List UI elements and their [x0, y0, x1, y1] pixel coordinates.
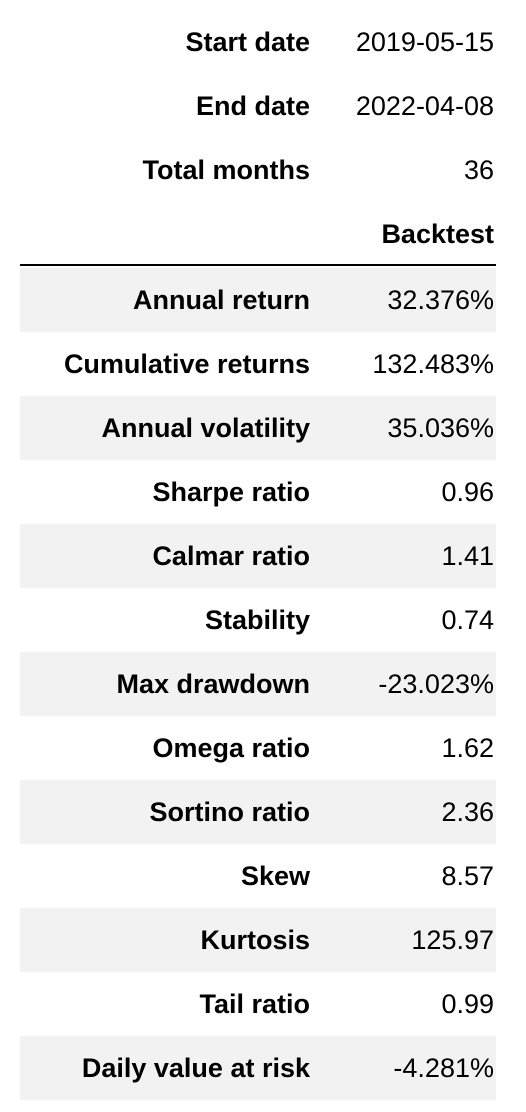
row-label: Skew [240, 860, 310, 891]
row-label: Daily value at risk [81, 1052, 310, 1083]
meta-row-end-date: End date 2022-04-08 [20, 74, 496, 138]
row-value: 8.57 [441, 860, 494, 891]
meta-value: 36 [463, 154, 494, 185]
row-value: 35.036% [387, 412, 494, 443]
row-value: 32.376% [387, 284, 494, 315]
table-row: Annual return 32.376% [20, 268, 496, 332]
table-row: Calmar ratio 1.41 [20, 524, 496, 588]
row-value: 0.99 [441, 988, 494, 1019]
row-label: Tail ratio [199, 988, 310, 1019]
table-header: Backtest [20, 204, 496, 266]
metrics-table: Annual return 32.376% Cumulative returns… [20, 268, 496, 1100]
row-value: 2.36 [441, 796, 494, 827]
meta-value: 2022-04-08 [355, 90, 494, 121]
meta-row-start-date: Start date 2019-05-15 [20, 10, 496, 74]
column-header-backtest: Backtest [381, 218, 494, 249]
table-row: Skew 8.57 [20, 844, 496, 908]
table-row: Omega ratio 1.62 [20, 716, 496, 780]
row-value: 0.96 [441, 476, 494, 507]
table-row: Tail ratio 0.99 [20, 972, 496, 1036]
row-label: Stability [204, 604, 310, 635]
table-row: Sortino ratio 2.36 [20, 780, 496, 844]
row-label: Cumulative returns [63, 348, 310, 379]
table-row: Daily value at risk -4.281% [20, 1036, 496, 1100]
row-value: 125.97 [411, 924, 494, 955]
row-label: Omega ratio [152, 732, 310, 763]
row-label: Annual volatility [101, 412, 310, 443]
table-row: Stability 0.74 [20, 588, 496, 652]
table-row: Kurtosis 125.97 [20, 908, 496, 972]
table-row: Max drawdown -23.023% [20, 652, 496, 716]
table-row: Annual volatility 35.036% [20, 396, 496, 460]
row-value: 132.483% [372, 348, 494, 379]
row-value: 1.41 [441, 540, 494, 571]
meta-value: 2019-05-15 [355, 26, 494, 57]
meta-row-total-months: Total months 36 [20, 138, 496, 202]
row-label: Sharpe ratio [152, 476, 310, 507]
row-value: 0.74 [441, 604, 494, 635]
row-label: Kurtosis [200, 924, 310, 955]
meta-label: Start date [185, 26, 310, 57]
table-row: Sharpe ratio 0.96 [20, 460, 496, 524]
row-value: 1.62 [441, 732, 494, 763]
row-label: Max drawdown [116, 668, 310, 699]
meta-label: Total months [142, 154, 310, 185]
row-label: Calmar ratio [152, 540, 310, 571]
row-label: Sortino ratio [149, 796, 311, 827]
table-row: Cumulative returns 132.483% [20, 332, 496, 396]
meta-label: End date [195, 90, 310, 121]
row-value: -23.023% [378, 668, 494, 699]
row-label: Annual return [132, 284, 310, 315]
row-value: -4.281% [393, 1052, 494, 1083]
